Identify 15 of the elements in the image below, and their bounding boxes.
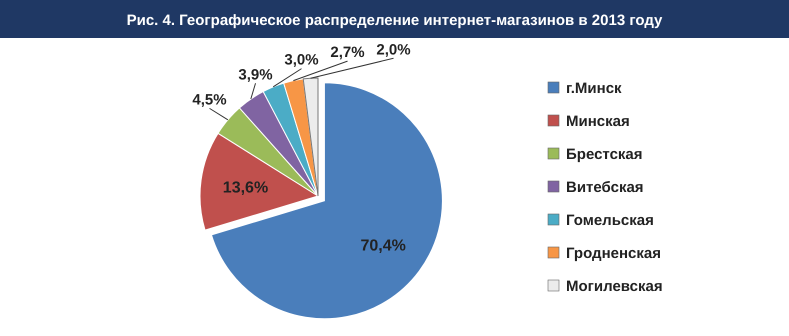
legend-label: Гродненская (566, 245, 661, 262)
legend-label: Гомельская (566, 212, 654, 229)
data-label: 2,7% (330, 44, 365, 62)
legend-label: Минская (566, 113, 630, 130)
data-label: 3,0% (284, 52, 319, 69)
data-label: 70,4% (360, 237, 406, 254)
chart-title: Рис. 4. Географическое распределение интернет-магазинов в 2013 году (126, 12, 664, 29)
legend-label: г.Минск (566, 80, 622, 97)
data-label: 3,9% (238, 66, 273, 84)
legend-label: Витебская (566, 179, 644, 196)
legend-label: Брестская (566, 146, 643, 163)
legend-label: Могилевская (566, 278, 663, 295)
data-label: 13,6% (222, 179, 268, 196)
data-label: 4,5% (192, 91, 227, 108)
data-label: 2,0% (376, 41, 411, 58)
